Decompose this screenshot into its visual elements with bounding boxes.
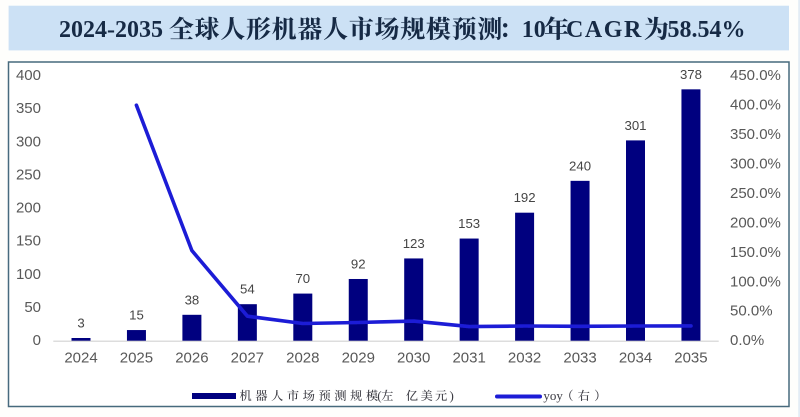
svg-text:2024-2035: 2024-2035	[59, 17, 163, 43]
svg-text:2029: 2029	[342, 350, 375, 367]
svg-text:300.0%: 300.0%	[730, 155, 781, 172]
svg-text:2026: 2026	[175, 350, 208, 367]
svg-text:2033: 2033	[563, 350, 596, 367]
svg-text:100: 100	[16, 266, 41, 283]
svg-text:2025: 2025	[120, 350, 153, 367]
svg-text:70: 70	[295, 271, 310, 286]
svg-text:100.0%: 100.0%	[730, 273, 781, 290]
svg-text:15: 15	[129, 308, 144, 323]
svg-text:150: 150	[16, 233, 41, 250]
svg-text:400.0%: 400.0%	[730, 96, 781, 113]
svg-text:0.0%: 0.0%	[730, 332, 764, 349]
svg-text:2028: 2028	[286, 350, 319, 367]
svg-text:450.0%: 450.0%	[730, 67, 781, 84]
svg-text:250: 250	[16, 166, 41, 183]
svg-text:2034: 2034	[619, 350, 652, 367]
svg-text:0: 0	[33, 332, 41, 349]
svg-text:2030: 2030	[397, 350, 430, 367]
svg-text:2027: 2027	[231, 350, 264, 367]
svg-text:153: 153	[458, 216, 480, 231]
svg-text:200.0%: 200.0%	[730, 214, 781, 231]
svg-text:2024: 2024	[64, 350, 97, 367]
svg-text:2035: 2035	[674, 350, 707, 367]
svg-text:): )	[450, 388, 454, 403]
svg-text:50.0%: 50.0%	[730, 303, 773, 320]
svg-text:58.54%: 58.54%	[668, 17, 746, 43]
svg-text:38: 38	[185, 292, 200, 307]
svg-text:3: 3	[77, 316, 84, 331]
svg-text:250.0%: 250.0%	[730, 185, 781, 202]
svg-text:(: (	[377, 388, 381, 403]
svg-text:301: 301	[624, 118, 646, 133]
svg-text:200: 200	[16, 200, 41, 217]
svg-text:92: 92	[351, 256, 366, 271]
svg-text:240: 240	[569, 158, 591, 173]
svg-text:yoy: yoy	[543, 388, 563, 403]
svg-text:50: 50	[24, 299, 41, 316]
svg-text:CAGR: CAGR	[566, 17, 643, 43]
svg-text:150.0%: 150.0%	[730, 244, 781, 261]
svg-text:350.0%: 350.0%	[730, 126, 781, 143]
svg-text:10: 10	[522, 17, 546, 43]
svg-text:400: 400	[16, 67, 41, 84]
svg-text:378: 378	[680, 67, 702, 82]
svg-text:54: 54	[240, 282, 255, 297]
svg-text:123: 123	[403, 236, 425, 251]
svg-text:2031: 2031	[452, 350, 485, 367]
svg-text:300: 300	[16, 133, 41, 150]
svg-text:2032: 2032	[508, 350, 541, 367]
svg-text:192: 192	[514, 190, 536, 205]
svg-text:350: 350	[16, 100, 41, 117]
